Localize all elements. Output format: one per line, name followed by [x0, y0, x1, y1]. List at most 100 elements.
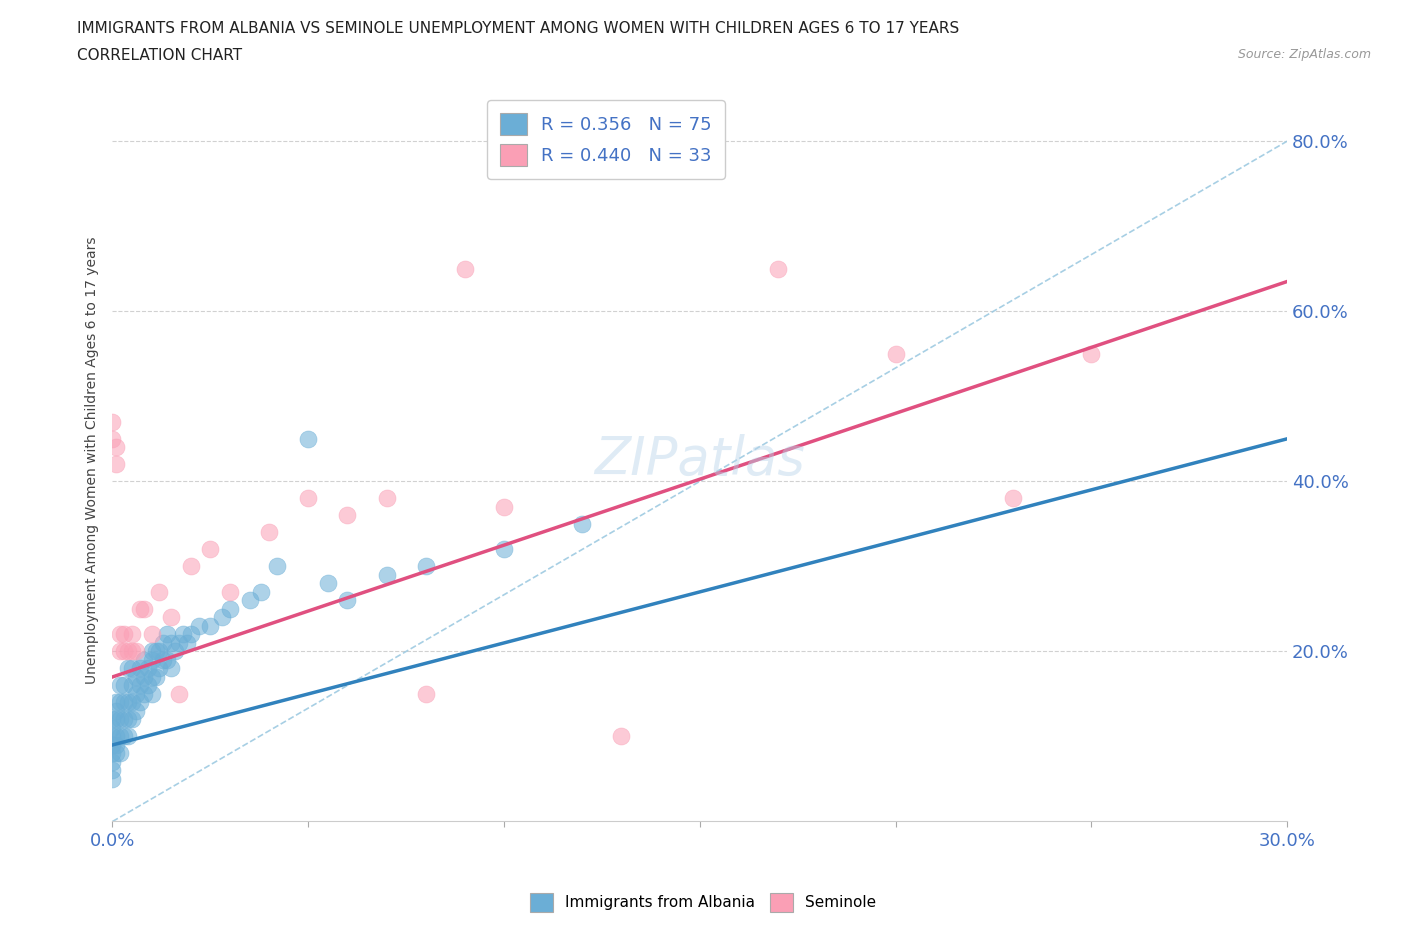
- Point: [219, 584, 242, 599]
- Point: [117, 661, 139, 676]
- Point: [112, 644, 135, 658]
- Point: [200, 618, 222, 633]
- Point: [141, 644, 163, 658]
- Point: [610, 729, 633, 744]
- Point: [101, 712, 124, 727]
- Point: [1001, 491, 1024, 506]
- Point: [121, 678, 143, 693]
- Point: [219, 602, 242, 617]
- Point: [121, 695, 143, 710]
- Point: [101, 737, 124, 752]
- Legend: R = 0.356   N = 75, R = 0.440   N = 33: R = 0.356 N = 75, R = 0.440 N = 33: [486, 100, 724, 179]
- Point: [167, 686, 190, 701]
- Point: [156, 627, 179, 642]
- Point: [101, 754, 124, 769]
- Point: [297, 491, 319, 506]
- Point: [121, 712, 143, 727]
- Point: [105, 729, 128, 744]
- Text: ZIPatlas: ZIPatlas: [595, 434, 806, 486]
- Point: [110, 627, 132, 642]
- Point: [112, 678, 135, 693]
- Point: [132, 602, 155, 617]
- Point: [141, 686, 163, 701]
- Point: [180, 559, 202, 574]
- Point: [200, 542, 222, 557]
- Point: [129, 661, 152, 676]
- Text: Source: ZipAtlas.com: Source: ZipAtlas.com: [1237, 48, 1371, 61]
- Point: [884, 346, 907, 361]
- Point: [132, 670, 155, 684]
- Point: [165, 644, 187, 658]
- Y-axis label: Unemployment Among Women with Children Ages 6 to 17 years: Unemployment Among Women with Children A…: [86, 236, 100, 684]
- Point: [141, 653, 163, 668]
- Point: [148, 584, 170, 599]
- Point: [148, 644, 170, 658]
- Legend: Immigrants from Albania, Seminole: Immigrants from Albania, Seminole: [523, 887, 883, 918]
- Point: [766, 261, 789, 276]
- Point: [110, 712, 132, 727]
- Point: [101, 772, 124, 787]
- Point: [129, 695, 152, 710]
- Point: [492, 542, 515, 557]
- Point: [250, 584, 273, 599]
- Point: [238, 593, 260, 608]
- Point: [160, 661, 183, 676]
- Point: [160, 635, 183, 650]
- Point: [129, 678, 152, 693]
- Point: [112, 695, 135, 710]
- Point: [112, 627, 135, 642]
- Point: [121, 627, 143, 642]
- Point: [211, 610, 233, 625]
- Point: [145, 670, 167, 684]
- Point: [152, 635, 174, 650]
- Point: [160, 610, 183, 625]
- Point: [110, 729, 132, 744]
- Text: CORRELATION CHART: CORRELATION CHART: [77, 48, 242, 63]
- Point: [415, 559, 437, 574]
- Point: [316, 576, 339, 591]
- Point: [336, 508, 359, 523]
- Point: [148, 661, 170, 676]
- Point: [121, 644, 143, 658]
- Point: [121, 661, 143, 676]
- Point: [125, 686, 148, 701]
- Point: [176, 635, 198, 650]
- Point: [125, 644, 148, 658]
- Point: [571, 516, 593, 531]
- Point: [101, 415, 124, 430]
- Point: [167, 635, 190, 650]
- Point: [492, 499, 515, 514]
- Point: [117, 729, 139, 744]
- Point: [132, 686, 155, 701]
- Point: [297, 432, 319, 446]
- Point: [110, 678, 132, 693]
- Point: [105, 440, 128, 455]
- Point: [101, 721, 124, 736]
- Point: [125, 670, 148, 684]
- Point: [112, 712, 135, 727]
- Point: [180, 627, 202, 642]
- Point: [117, 644, 139, 658]
- Point: [141, 670, 163, 684]
- Point: [101, 729, 124, 744]
- Point: [375, 491, 398, 506]
- Point: [105, 703, 128, 718]
- Point: [141, 627, 163, 642]
- Point: [105, 737, 128, 752]
- Point: [117, 695, 139, 710]
- Point: [136, 678, 159, 693]
- Point: [132, 653, 155, 668]
- Point: [454, 261, 477, 276]
- Point: [125, 703, 148, 718]
- Point: [110, 746, 132, 761]
- Point: [117, 712, 139, 727]
- Point: [101, 763, 124, 777]
- Point: [101, 432, 124, 446]
- Point: [187, 618, 209, 633]
- Point: [129, 602, 152, 617]
- Point: [112, 729, 135, 744]
- Point: [266, 559, 288, 574]
- Point: [136, 661, 159, 676]
- Point: [336, 593, 359, 608]
- Point: [415, 686, 437, 701]
